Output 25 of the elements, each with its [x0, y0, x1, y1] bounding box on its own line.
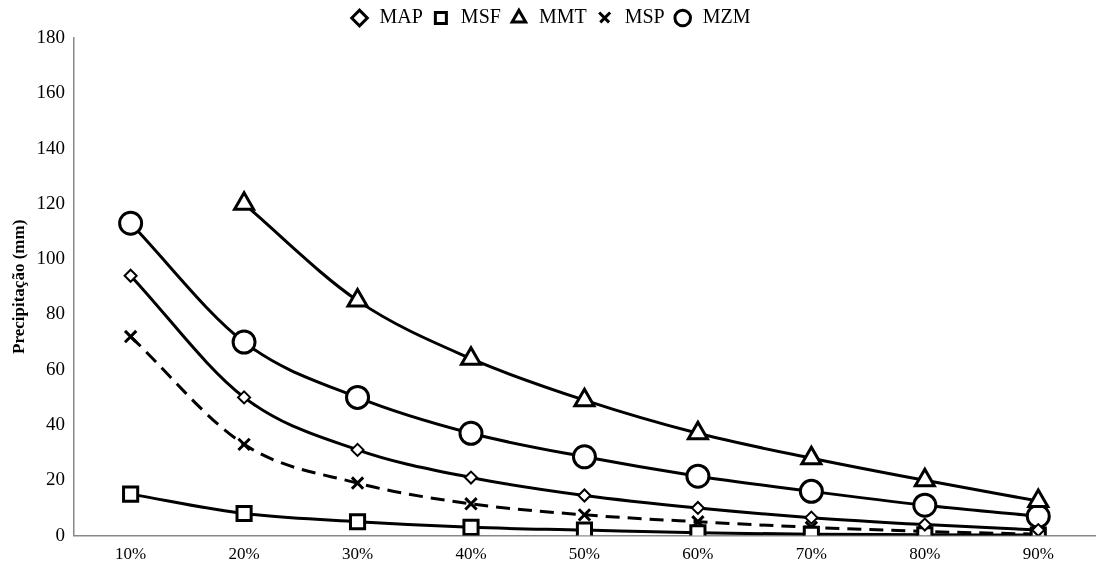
y-axis-title: Precipitação (mm) — [8, 219, 28, 354]
legend-label: MZM — [702, 5, 751, 28]
x-tick-label: 50% — [568, 544, 601, 564]
x-tick-label: 10% — [115, 544, 147, 564]
y-tick-label: 20 — [45, 468, 65, 490]
x-tick-label: 60% — [682, 544, 714, 564]
x-tick-label: 70% — [795, 544, 827, 564]
legend-label: MAP — [379, 5, 423, 28]
y-tick-label: 180 — [36, 25, 65, 47]
y-tick-label: 80 — [45, 302, 65, 324]
legend-label: MSP — [624, 5, 665, 28]
legend-label: MMT — [538, 5, 587, 28]
y-tick-label: 40 — [45, 413, 65, 435]
y-tick-label: 160 — [36, 81, 65, 103]
x-tick-label: 90% — [1022, 544, 1054, 564]
y-tick-label: 60 — [45, 357, 65, 379]
y-tick-label: 120 — [36, 191, 65, 213]
x-tick-label: 20% — [228, 544, 260, 564]
x-tick-label: 80% — [909, 544, 941, 564]
x-tick-label: 30% — [341, 544, 374, 564]
x-tick-label: 40% — [455, 544, 487, 564]
y-tick-label: 100 — [36, 247, 65, 269]
y-tick-label: 140 — [36, 136, 65, 158]
legend-label: MSF — [460, 5, 501, 28]
y-tick-label: 0 — [55, 523, 65, 545]
